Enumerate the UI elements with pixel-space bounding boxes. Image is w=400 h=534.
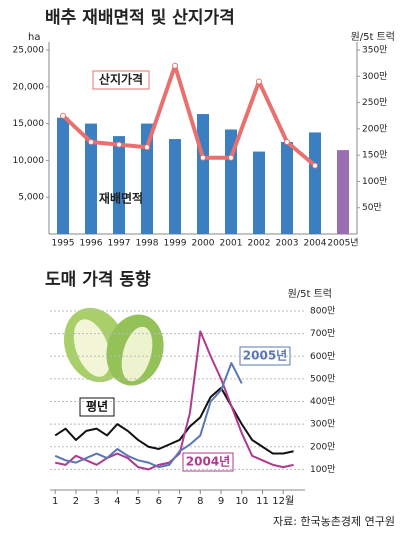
x-tick-label: 2002	[248, 239, 271, 249]
bar	[337, 150, 349, 234]
x-tick-label: 5	[135, 496, 141, 507]
chart-title: 도매 가격 동향	[45, 269, 151, 290]
y-tick-label: 200만	[310, 441, 335, 452]
x-tick-label: 2003	[276, 239, 299, 249]
y-tick-label: 20,000	[13, 82, 45, 92]
x-tick-label: 2	[73, 496, 79, 507]
x-tick-label: 9	[218, 496, 224, 507]
price-point	[172, 62, 178, 69]
y2-tick-label: 300만	[362, 71, 387, 82]
price-point	[144, 144, 150, 151]
price-point	[312, 162, 318, 169]
y-tick-label: 400만	[310, 396, 335, 407]
price-point	[60, 112, 66, 119]
price-point	[200, 154, 206, 161]
y-axis-label: 원/5t 트럭	[288, 288, 332, 300]
x-tick-label: 2005년	[327, 238, 358, 249]
price-line	[61, 63, 317, 168]
bar	[169, 139, 181, 234]
bar	[141, 123, 153, 234]
y2-tick-label: 50만	[362, 202, 382, 213]
y-tick-label: 100만	[310, 464, 335, 475]
series-label: 2004년	[186, 455, 230, 469]
y2-tick-label: 100만	[362, 176, 387, 187]
y2-tick-label: 150만	[362, 150, 387, 161]
x-tick-label: 8	[197, 496, 203, 507]
x-tick-label: 12월	[272, 495, 294, 507]
y-tick-label: 15,000	[13, 119, 45, 129]
x-tick-label: 2004	[304, 239, 327, 249]
chart-title: 배추 재배면적 및 산지가격	[45, 8, 235, 28]
x-tick-label: 10	[235, 496, 248, 507]
x-tick-label: 1999	[164, 239, 187, 249]
price-line	[54, 386, 294, 455]
annotation-box	[182, 452, 234, 472]
y-tick-label: 300만	[310, 419, 335, 430]
price-point	[256, 78, 262, 85]
source: 자료: 한국농촌경제 연구원	[273, 515, 395, 528]
series-label: 재배면적	[99, 191, 143, 206]
bar	[309, 132, 321, 234]
bar	[253, 151, 265, 234]
y-tick-label: 25,000	[13, 46, 45, 56]
annotation-box	[92, 70, 150, 90]
y2-tick-label: 350만	[362, 45, 387, 56]
x-tick-label: 6	[156, 496, 162, 507]
y2-tick-label: 250만	[362, 97, 387, 108]
y-tick-label: 10,000	[13, 156, 45, 166]
price-point	[88, 139, 94, 145]
bar	[225, 129, 237, 234]
bar	[57, 117, 69, 234]
x-tick-label: 7	[176, 496, 182, 507]
series-label: 산지가격	[99, 72, 143, 87]
y-tick-label: 5,000	[18, 193, 44, 203]
x-tick-label: 1996	[80, 239, 103, 249]
y-tick-label: 600만	[310, 351, 335, 362]
price-point	[284, 139, 290, 145]
x-tick-label: 3	[93, 496, 99, 507]
x-tick-label: 11	[256, 496, 269, 507]
x-tick-label: 2000	[192, 239, 215, 249]
series-label: 평년	[86, 400, 108, 414]
y-tick-label: 800만	[310, 306, 335, 317]
x-tick-label: 4	[114, 496, 120, 507]
y-tick-label: 700만	[310, 328, 335, 339]
x-tick-label: 2001	[220, 239, 243, 249]
series-label: 2005년	[243, 349, 287, 363]
annotation-box	[79, 397, 115, 417]
y-axis-label: ha	[28, 32, 40, 43]
price-point	[116, 141, 122, 148]
x-tick-label: 1	[52, 496, 58, 507]
price-point	[228, 154, 234, 161]
y-tick-label: 500만	[310, 373, 335, 384]
x-tick-label: 1997	[108, 239, 131, 249]
bar	[281, 142, 293, 234]
y2-axis-label: 원/5t 트럭	[351, 31, 395, 43]
x-tick-label: 1995	[52, 239, 75, 249]
bar	[197, 114, 209, 234]
price-line	[54, 362, 243, 469]
y2-tick-label: 200만	[362, 123, 387, 134]
bar	[85, 123, 97, 234]
x-tick-label: 1998	[136, 239, 159, 249]
bar	[113, 136, 125, 234]
